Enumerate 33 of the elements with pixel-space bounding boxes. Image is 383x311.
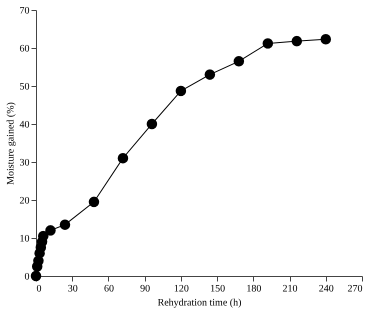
y-axis-title: Moisture gained (%): [6, 102, 16, 185]
point: [204, 69, 216, 80]
x-tick-label: 30: [68, 284, 78, 294]
x-tick-label: 180: [246, 284, 262, 294]
point: [30, 270, 42, 282]
point: [146, 118, 158, 130]
point: [38, 230, 48, 242]
x-tick-label: 0: [36, 284, 42, 294]
y-tick-label: 30: [20, 158, 30, 168]
x-axis-title: Rehydration time (h): [158, 298, 242, 308]
y-tick-label: 70: [20, 6, 30, 16]
x-tick-label: 60: [104, 284, 114, 294]
y-tick-label: 0: [24, 272, 30, 282]
point: [60, 219, 70, 230]
point: [118, 152, 128, 164]
x-tick-label: 240: [318, 284, 334, 294]
x-tick-label: 150: [210, 284, 226, 294]
point: [234, 56, 244, 67]
x-tick-label: 90: [140, 284, 150, 294]
point: [292, 36, 302, 46]
x-tick-label: 210: [282, 284, 298, 294]
y-tick-label: 20: [20, 196, 30, 206]
point: [176, 86, 186, 96]
x-tick-label: 120: [174, 284, 189, 294]
point: [262, 38, 274, 49]
y-tick-label: 50: [20, 82, 30, 92]
x-tick-label: 270: [348, 284, 362, 294]
point: [88, 196, 100, 208]
y-tick-label: 40: [20, 120, 30, 130]
y-tick-label: 10: [20, 234, 30, 244]
y-tick-label: 60: [20, 44, 30, 54]
point: [320, 34, 332, 44]
point: [45, 225, 56, 236]
